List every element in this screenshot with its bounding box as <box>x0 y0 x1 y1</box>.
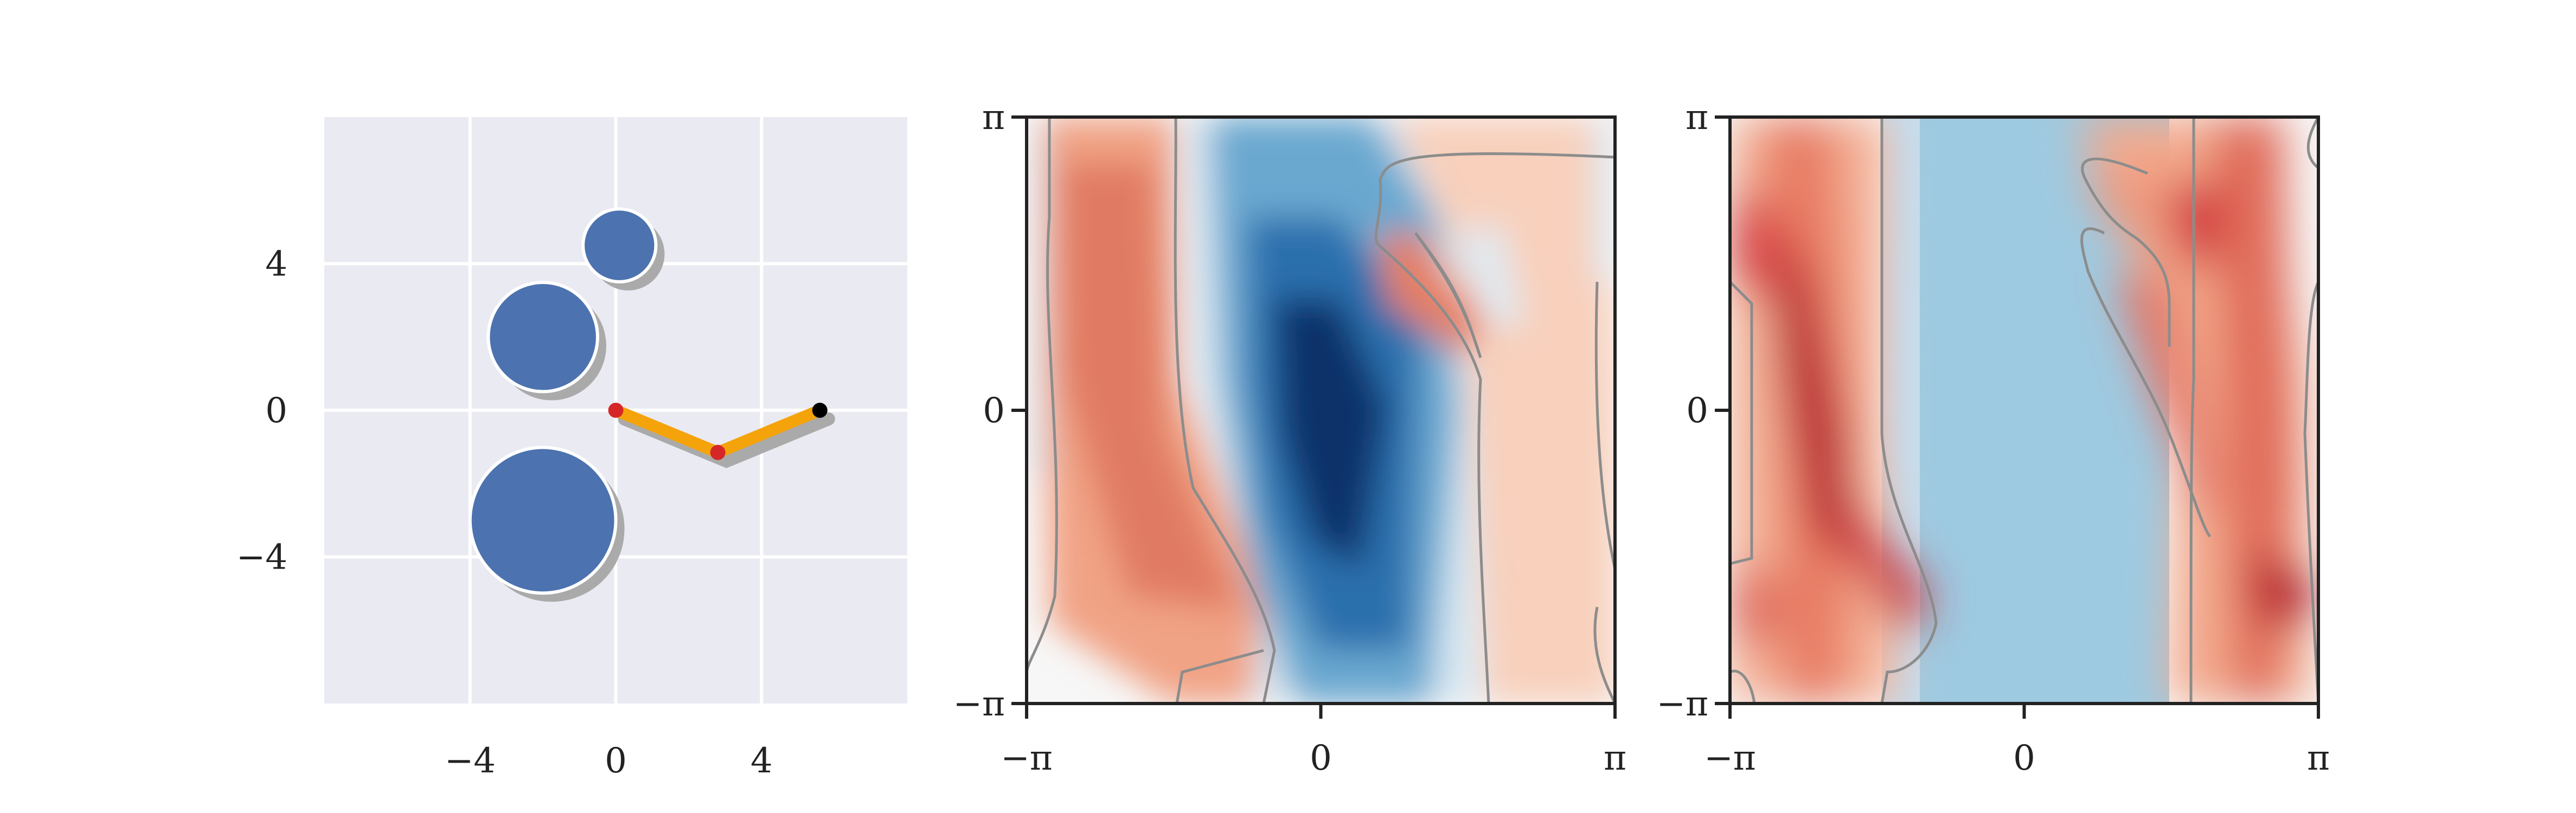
obstacle <box>468 446 618 595</box>
y-tick-label: −4 <box>236 538 287 578</box>
x-tick-label: π <box>1604 738 1626 778</box>
x-tick-label: −4 <box>445 741 496 781</box>
heatmap-1-field <box>1027 117 1615 704</box>
heatmap-1-tick-labels: −π 0 π π 0 −π <box>953 98 1626 778</box>
x-tick-label: 4 <box>751 741 773 781</box>
arm-workspace-panel: −4 0 4 4 0 −4 <box>236 117 907 781</box>
x-tick-label: −π <box>1704 738 1756 778</box>
heatmap-panel-1: −π 0 π π 0 −π <box>953 98 1626 778</box>
obstacles <box>468 207 665 602</box>
obstacle <box>581 207 658 283</box>
x-tick-label: 0 <box>1310 738 1332 778</box>
y-tick-label: 0 <box>1686 391 1708 431</box>
arm-joint <box>608 403 624 418</box>
heatmap-panel-2: −π 0 π π 0 −π <box>1656 98 2330 778</box>
x-tick-label: 0 <box>2013 738 2035 778</box>
x-tick-label: π <box>2307 738 2330 778</box>
y-tick-label: π <box>982 98 1005 138</box>
obstacle <box>486 280 599 393</box>
workspace-tick-labels: −4 0 4 4 0 −4 <box>236 244 773 782</box>
arm-joint <box>710 444 726 460</box>
y-tick-label: 0 <box>983 391 1005 431</box>
x-tick-label: −π <box>1001 738 1053 778</box>
heatmap-2-field <box>1730 117 2318 704</box>
heatmap-2-tick-labels: −π 0 π π 0 −π <box>1656 98 2330 778</box>
y-tick-label: −π <box>953 684 1005 724</box>
end-effector <box>812 403 828 418</box>
x-tick-label: 0 <box>605 741 627 781</box>
robot-arm <box>608 403 835 468</box>
y-tick-label: 4 <box>265 244 287 285</box>
y-tick-label: −π <box>1656 684 1708 724</box>
y-tick-label: π <box>1686 98 1708 138</box>
y-tick-label: 0 <box>265 391 287 431</box>
